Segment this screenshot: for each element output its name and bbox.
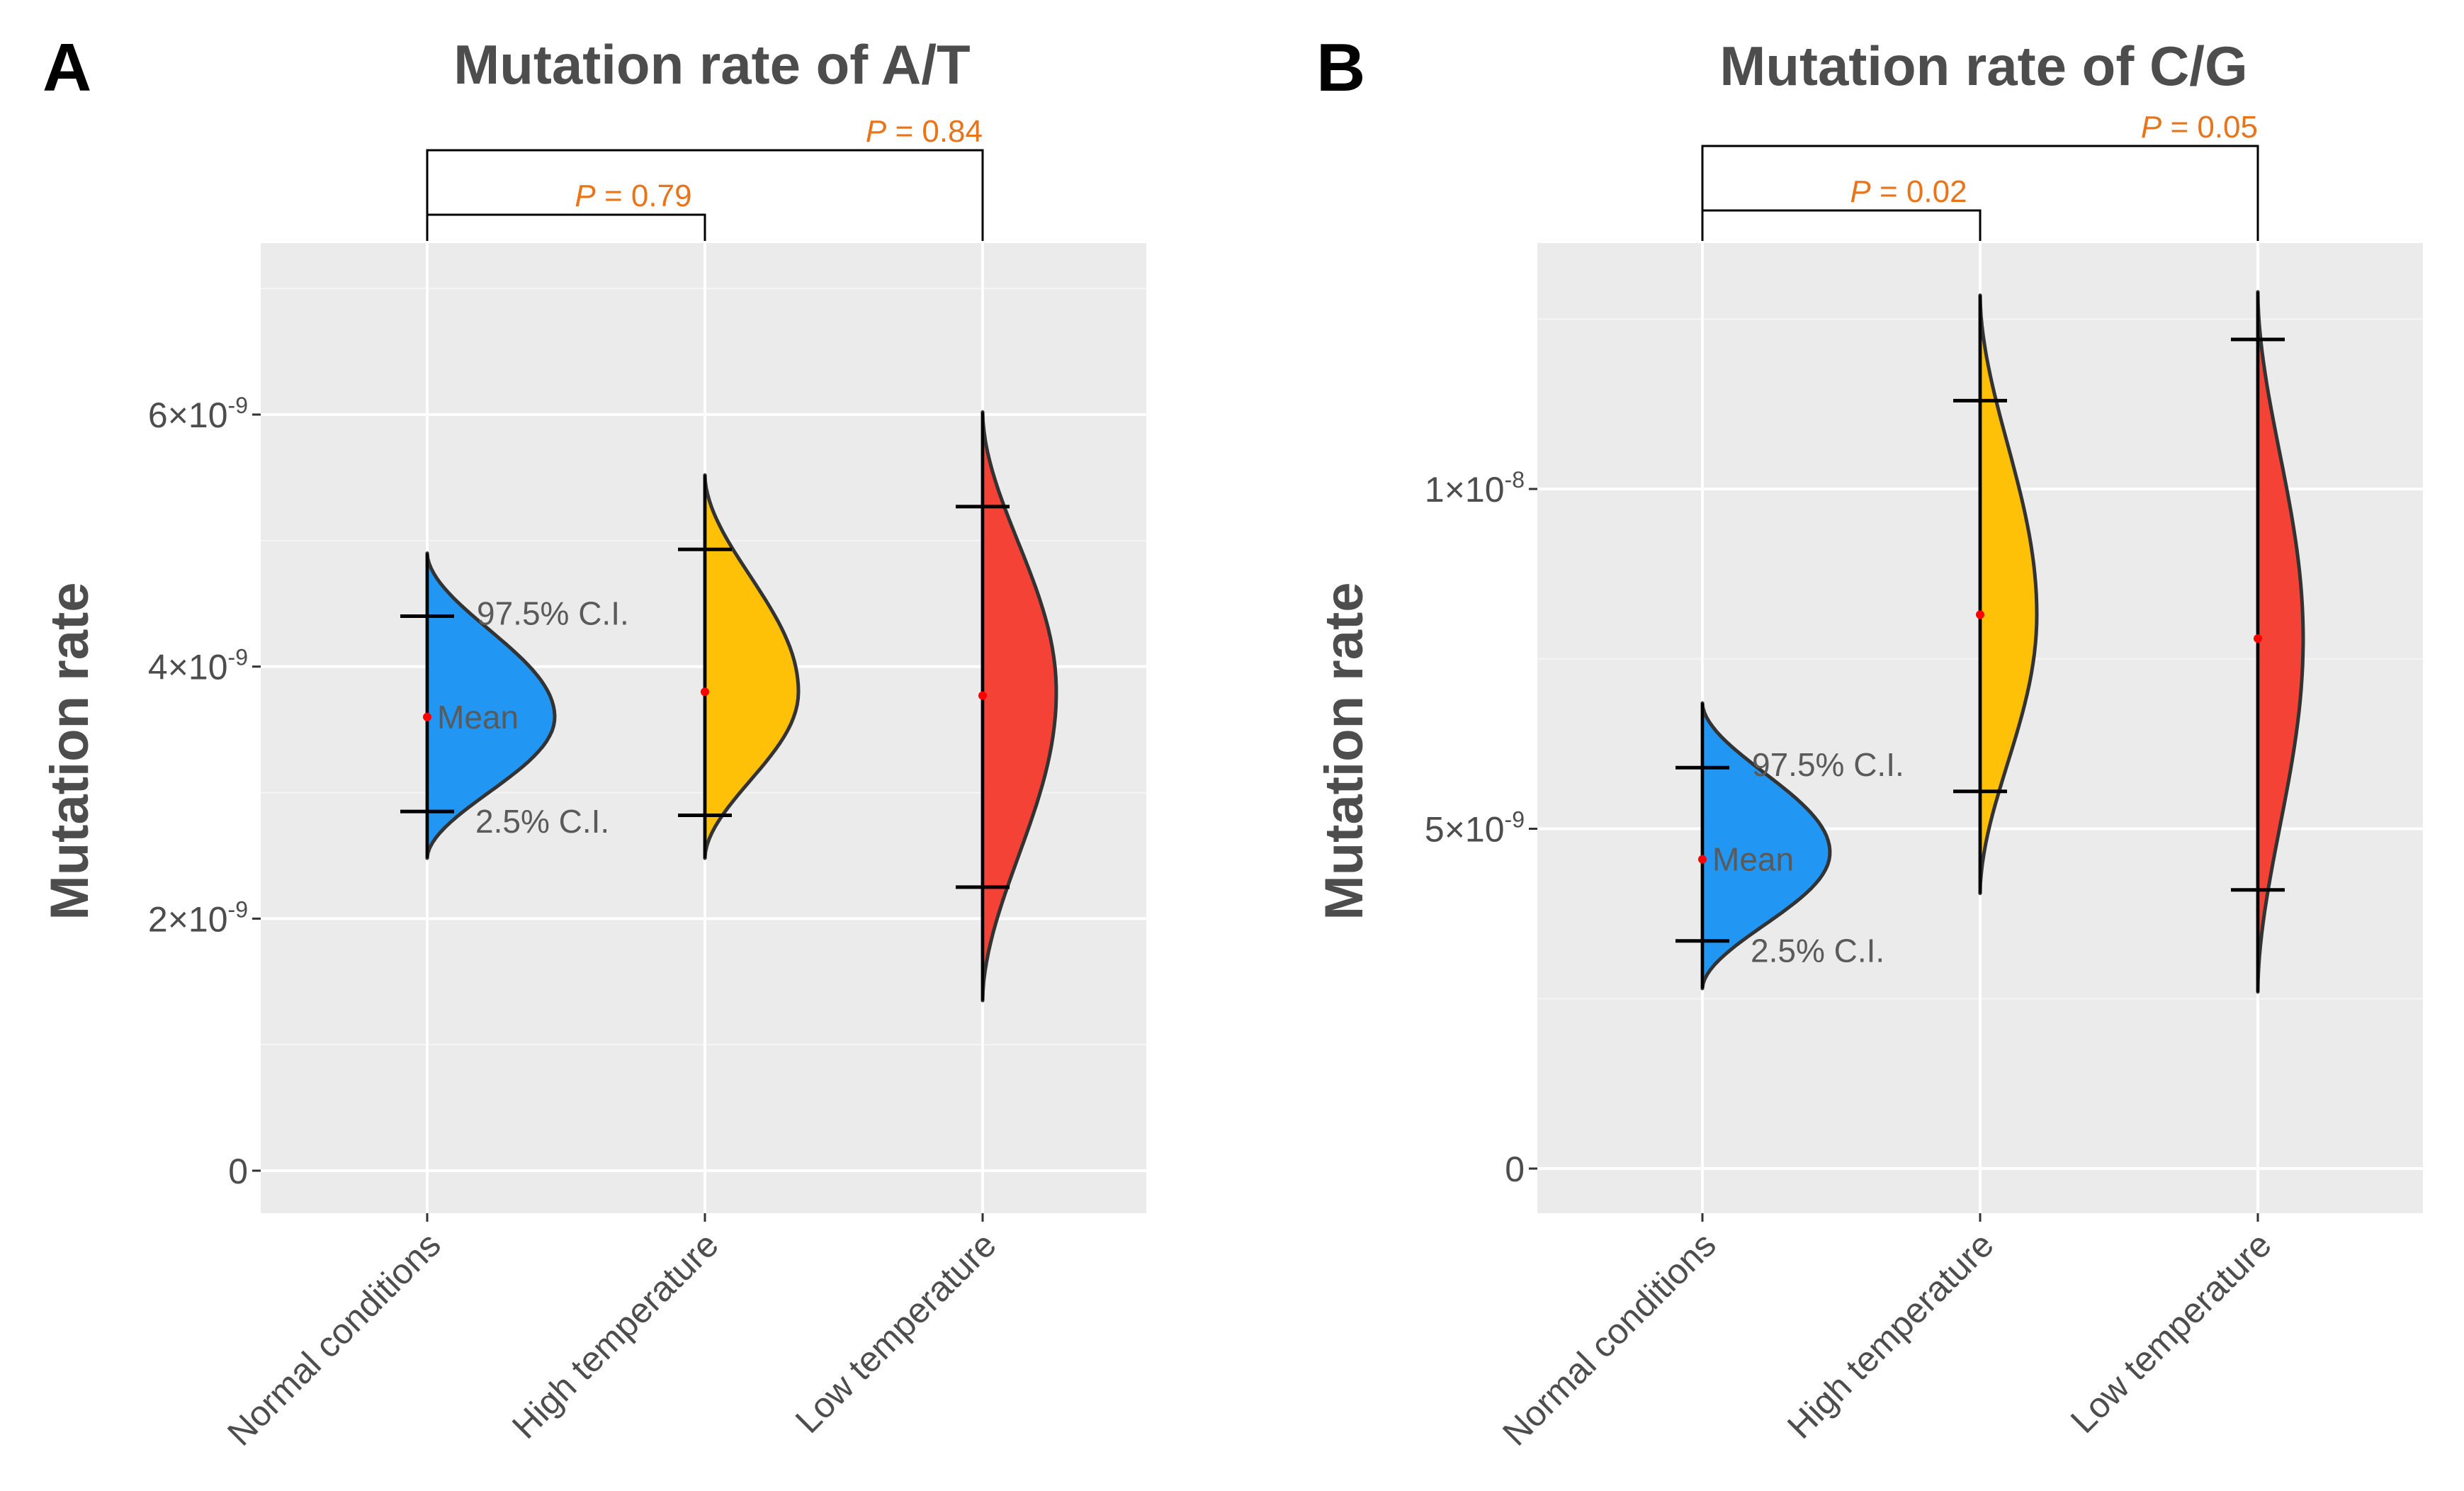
comparison-bracket bbox=[426, 213, 706, 241]
p-value-label: P = 0.02 bbox=[1850, 174, 1967, 209]
y-tick-label: 1×10-8 bbox=[1425, 467, 1525, 510]
y-tick-label: 6×10-9 bbox=[148, 393, 248, 435]
mean-point bbox=[1976, 610, 1984, 619]
x-tick-label: High temperature bbox=[504, 1225, 726, 1446]
comparison-bracket bbox=[426, 149, 984, 241]
y-tick-label: 2×10-9 bbox=[148, 896, 248, 939]
mean-annotation: Mean bbox=[437, 699, 519, 736]
violin-normal-conditions bbox=[1700, 701, 1832, 991]
ci-high-annotation: 97.5% C.I. bbox=[477, 595, 629, 632]
p-value-label: P = 0.05 bbox=[2141, 110, 2258, 145]
violin-low-temperature bbox=[2256, 290, 2305, 994]
comparison-bracket bbox=[1701, 209, 1982, 241]
mean-annotation: Mean bbox=[1712, 841, 1794, 878]
chart-title: Mutation rate of A/T bbox=[453, 33, 970, 96]
mean-point bbox=[701, 687, 709, 697]
y-tick-label: 5×10-9 bbox=[1425, 807, 1525, 850]
panel-b: B Mutation rate of C/G Mutation rate 0 5×… bbox=[1314, 30, 2423, 1453]
x-tick-label: High temperature bbox=[1780, 1225, 2001, 1446]
y-tick-label: 4×10-9 bbox=[148, 645, 248, 687]
ci-low-annotation: 2.5% C.I. bbox=[475, 803, 609, 840]
mean-point bbox=[423, 712, 431, 721]
y-tick-label: 0 bbox=[1505, 1149, 1525, 1189]
chart-title: Mutation rate of C/G bbox=[1719, 35, 2247, 97]
violin-high-temperature bbox=[1978, 293, 2039, 896]
comparison-bracket bbox=[1701, 145, 2259, 241]
panel-label: A bbox=[43, 30, 91, 106]
ci-low-annotation: 2.5% C.I. bbox=[1751, 933, 1884, 969]
ci-high-annotation: 97.5% C.I. bbox=[1752, 746, 1904, 783]
p-value-label: P = 0.84 bbox=[866, 114, 983, 149]
panel-label: B bbox=[1316, 30, 1365, 106]
x-tick-label: Low temperature bbox=[2063, 1225, 2279, 1441]
y-axis-label: Mutation rate bbox=[1314, 582, 1374, 920]
p-value-label: P = 0.79 bbox=[575, 179, 691, 213]
mean-point bbox=[1698, 855, 1707, 864]
y-axis-label: Mutation rate bbox=[40, 582, 100, 920]
y-tick-label: 0 bbox=[228, 1152, 248, 1191]
mean-point bbox=[2254, 634, 2262, 643]
x-tick-label: Low temperature bbox=[788, 1225, 1004, 1441]
violin-normal-conditions bbox=[425, 551, 557, 860]
mean-point bbox=[978, 691, 987, 700]
panel-a: A Mutation rate of A/T Mutation rate 0 2×… bbox=[40, 30, 1146, 1453]
x-tick-label: Normal conditions bbox=[1495, 1225, 1724, 1453]
violin-high-temperature bbox=[703, 473, 801, 860]
x-tick-label: Normal conditions bbox=[220, 1225, 448, 1453]
